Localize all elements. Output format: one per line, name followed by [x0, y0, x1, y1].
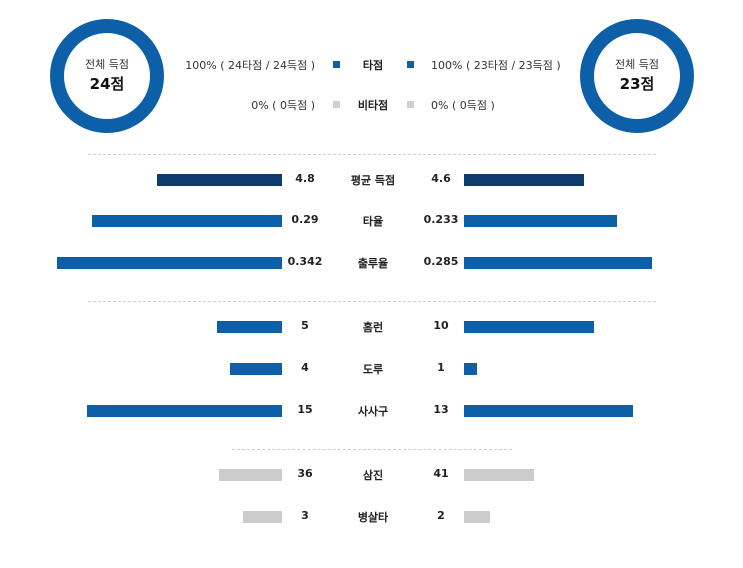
category-label-g1-r1: 도루 — [362, 363, 384, 376]
bar-right-g2-r1 — [464, 511, 490, 523]
value-right-g0-r2: 0.285 — [423, 255, 459, 268]
category-label-g0-r1: 타율 — [362, 215, 384, 228]
category-label-g2-r0: 삼진 — [362, 469, 384, 482]
legend-nonrbi-left-swatch — [333, 101, 340, 108]
right-team-score-ring: 전체 득점 23점 — [580, 19, 694, 133]
legend-rbi-right: 100% ( 23타점 / 23득점 ) — [431, 59, 561, 72]
legend-rbi-right-swatch — [407, 61, 414, 68]
separator-group-2 — [232, 449, 512, 450]
category-label-g0-r2: 출루율 — [357, 257, 389, 270]
value-left-g1-r0: 5 — [301, 319, 309, 332]
category-label-g1-r2: 사사구 — [357, 405, 389, 418]
legend-nonrbi-right: 0% ( 0득점 ) — [431, 99, 495, 112]
value-right-g2-r0: 41 — [433, 467, 449, 480]
value-right-g2-r1: 2 — [437, 509, 445, 522]
value-right-g1-r1: 1 — [437, 361, 445, 374]
legend-nonrbi-left: 0% ( 0득점 ) — [251, 99, 315, 112]
legend-nonrbi-category: 비타점 — [357, 99, 389, 112]
bar-left-g2-r0 — [219, 469, 282, 481]
bar-right-g1-r2 — [464, 405, 633, 417]
value-right-g1-r2: 13 — [433, 403, 449, 416]
separator-header — [88, 154, 656, 155]
legend-nonrbi-right-swatch — [407, 101, 414, 108]
value-left-g0-r0: 4.8 — [295, 172, 315, 185]
category-label-g0-r0: 평균 득점 — [350, 174, 396, 187]
bar-left-g2-r1 — [243, 511, 282, 523]
category-label-g2-r1: 병살타 — [357, 511, 389, 524]
right-team-score: 23점 — [619, 75, 655, 93]
value-left-g1-r1: 4 — [301, 361, 309, 374]
value-left-g1-r2: 15 — [297, 403, 313, 416]
left-team-score-ring: 전체 득점 24점 — [50, 19, 164, 133]
category-label-g1-r0: 홈런 — [362, 321, 384, 334]
left-team-score-label: 전체 득점 — [85, 58, 129, 71]
value-right-g0-r0: 4.6 — [431, 172, 451, 185]
bar-left-g1-r2 — [87, 405, 282, 417]
value-left-g0-r1: 0.29 — [291, 213, 319, 226]
bar-right-g0-r0 — [464, 174, 584, 186]
value-left-g0-r2: 0.342 — [287, 255, 323, 268]
legend-rbi-category: 타점 — [362, 59, 384, 72]
bar-right-g0-r2 — [464, 257, 652, 269]
value-left-g2-r0: 36 — [297, 467, 313, 480]
left-team-score: 24점 — [89, 75, 125, 93]
legend-rbi-left: 100% ( 24타점 / 24득점 ) — [185, 59, 315, 72]
bar-left-g1-r1 — [230, 363, 282, 375]
bar-right-g1-r0 — [464, 321, 594, 333]
legend-rbi-left-swatch — [333, 61, 340, 68]
bar-left-g0-r1 — [92, 215, 282, 227]
bar-right-g2-r0 — [464, 469, 534, 481]
bar-right-g0-r1 — [464, 215, 617, 227]
bar-right-g1-r1 — [464, 363, 477, 375]
bar-left-g0-r0 — [157, 174, 282, 186]
right-team-score-label: 전체 득점 — [615, 58, 659, 71]
value-right-g1-r0: 10 — [433, 319, 449, 332]
value-left-g2-r1: 3 — [301, 509, 309, 522]
value-right-g0-r1: 0.233 — [423, 213, 459, 226]
separator-group-1 — [88, 301, 656, 302]
bar-left-g1-r0 — [217, 321, 282, 333]
bar-left-g0-r2 — [57, 257, 282, 269]
